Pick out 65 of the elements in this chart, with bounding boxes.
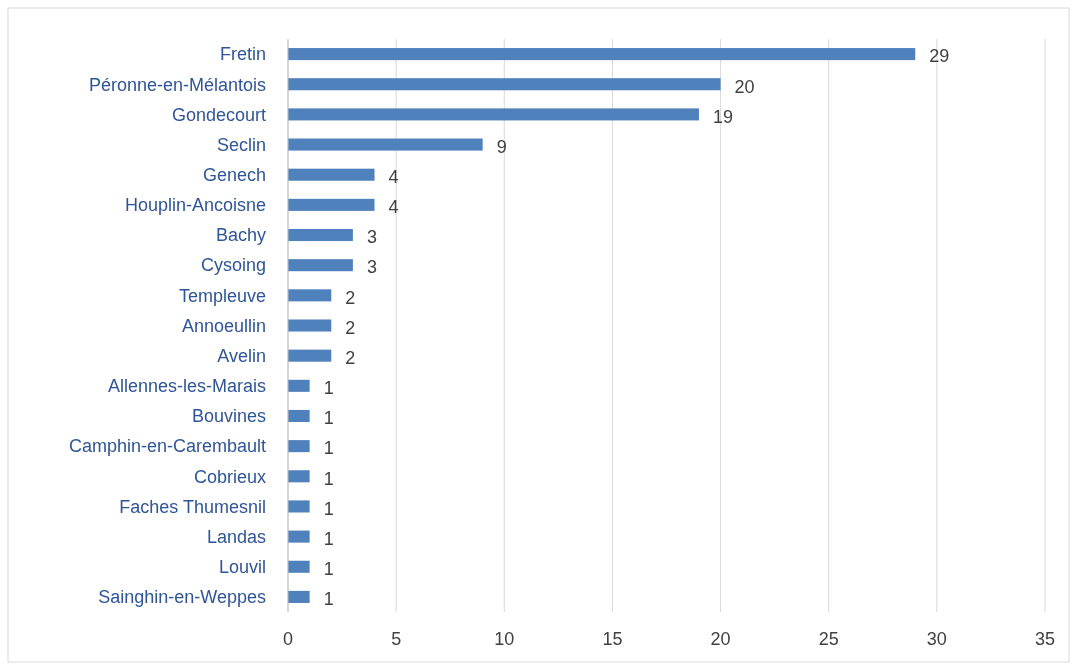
y-tick-label: Genech	[202, 165, 266, 186]
bar	[288, 470, 310, 483]
y-tick-label: Allennes-les-Marais	[107, 376, 266, 397]
x-tick-label: 30	[926, 629, 947, 649]
data-label: 2	[345, 347, 356, 368]
x-tick-label: 35	[1034, 629, 1056, 649]
bar	[288, 108, 699, 121]
y-tick-label: Landas	[206, 526, 266, 547]
data-label: 29	[929, 46, 950, 67]
x-tick-label: 25	[818, 629, 839, 649]
data-label: 1	[323, 559, 334, 580]
bar	[288, 409, 310, 423]
bar	[288, 379, 310, 392]
y-tick-label: Annoeullin	[181, 315, 266, 336]
y-tick-label: Avelin	[217, 345, 266, 366]
bar	[288, 198, 375, 211]
y-tick-label: Bouvines	[191, 406, 266, 427]
bar	[288, 48, 916, 61]
y-tick-label: Seclin	[216, 134, 266, 155]
bar	[288, 78, 721, 91]
x-tick-label: 10	[494, 629, 515, 649]
y-tick-label: Sainghin-en-Weppes	[98, 587, 266, 608]
data-label: 4	[388, 197, 399, 218]
bar	[288, 168, 375, 181]
bar	[288, 560, 310, 573]
bar	[288, 319, 332, 332]
data-label: 20	[734, 76, 755, 97]
x-tick-label: 0	[282, 629, 294, 649]
data-label: 2	[345, 317, 356, 338]
bar	[288, 138, 483, 151]
data-label: 1	[323, 589, 334, 610]
y-tick-label: Louvil	[218, 557, 266, 578]
data-label: 1	[323, 438, 334, 459]
y-tick-label: Fretin	[219, 44, 266, 65]
data-label: 1	[323, 408, 334, 429]
y-tick-label: Camphin-en-Carembault	[68, 436, 266, 457]
y-tick-label: Gondecourt	[171, 104, 266, 125]
data-label: 4	[388, 167, 399, 188]
bar	[288, 590, 310, 603]
x-tick-label: 20	[710, 629, 731, 649]
x-tick-label: 5	[391, 629, 402, 649]
bar	[288, 530, 310, 543]
data-label: 1	[323, 378, 334, 399]
y-tick-label: Cysoing	[200, 255, 266, 276]
y-tick-label: Faches Thumesnil	[119, 496, 266, 517]
bar	[288, 289, 332, 302]
data-label: 3	[366, 257, 377, 278]
y-tick-label: Cobrieux	[193, 466, 266, 487]
bar	[288, 259, 353, 272]
bar	[288, 349, 332, 362]
bar	[288, 440, 310, 453]
data-label: 9	[496, 136, 507, 157]
y-tick-label: Bachy	[215, 225, 266, 246]
data-label: 1	[323, 528, 334, 549]
bar	[288, 229, 353, 242]
y-tick-label: Templeuve	[178, 285, 266, 306]
y-tick-label: Péronne-en-Mélantois	[88, 74, 266, 95]
data-label: 1	[323, 468, 334, 489]
data-label: 3	[366, 227, 377, 248]
data-label: 1	[323, 498, 334, 519]
data-label: 2	[345, 287, 356, 308]
x-tick-label: 15	[602, 629, 623, 649]
y-tick-label: Houplin-Ancoisne	[124, 195, 266, 216]
data-label: 19	[712, 106, 733, 127]
bar	[288, 500, 310, 513]
